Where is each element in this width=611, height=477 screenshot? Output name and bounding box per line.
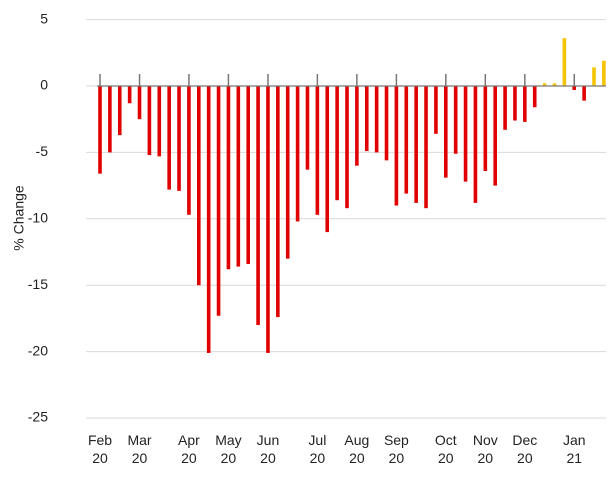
- bar: [236, 86, 241, 267]
- bar: [147, 86, 152, 156]
- y-tick-label: -10: [28, 210, 48, 226]
- x-tick-label: Sep 20: [384, 432, 409, 466]
- bar: [404, 86, 409, 194]
- bar: [206, 86, 211, 353]
- bar: [167, 86, 171, 190]
- bar: [285, 86, 290, 259]
- bar: [295, 86, 300, 222]
- bar: [315, 86, 320, 215]
- bar: [127, 86, 132, 104]
- bar: [453, 86, 458, 154]
- bar: [197, 86, 201, 286]
- bar: [513, 86, 517, 121]
- bar: [503, 86, 507, 130]
- bar: [137, 86, 142, 120]
- bar: [98, 86, 102, 174]
- y-axis-label: % Change: [11, 185, 27, 251]
- bar: [177, 86, 181, 191]
- x-tick-label: Mar 20: [127, 432, 151, 466]
- x-tick-label: Jul 20: [308, 432, 326, 466]
- x-tick-label: May 20: [215, 432, 241, 466]
- bar: [523, 86, 527, 122]
- bar: [542, 83, 547, 86]
- bar: [266, 86, 270, 353]
- bar: [602, 60, 606, 86]
- bar: [256, 86, 260, 326]
- bar: [552, 83, 557, 86]
- bar: [117, 86, 122, 136]
- y-tick-label: 0: [40, 77, 48, 93]
- bar: [562, 38, 567, 86]
- bar: [414, 86, 418, 203]
- bar: [187, 86, 191, 215]
- bar: [592, 67, 596, 86]
- bar: [226, 86, 231, 270]
- bar: [444, 86, 448, 178]
- x-tick-label: Aug 20: [344, 432, 369, 466]
- bar: [335, 86, 339, 201]
- x-tick-label: Jan 21: [563, 432, 586, 466]
- x-tick-label: Nov 20: [473, 432, 498, 466]
- x-tick-label: Feb 20: [88, 432, 112, 466]
- y-tick-label: 5: [40, 10, 48, 26]
- bar: [493, 86, 497, 186]
- bar: [532, 86, 537, 108]
- bar: [463, 86, 468, 182]
- y-tick-label: -5: [36, 143, 49, 159]
- bar: [424, 86, 428, 209]
- bar: [572, 86, 577, 90]
- y-tick-label: -25: [28, 409, 48, 425]
- bar: [394, 86, 399, 206]
- x-tick-label: Oct 20: [435, 432, 457, 466]
- bar: [473, 86, 478, 203]
- bar: [434, 86, 438, 134]
- bar: [364, 86, 369, 152]
- bar: [355, 86, 359, 166]
- bar: [345, 86, 349, 209]
- x-tick-label: Apr 20: [178, 432, 200, 466]
- x-tick-label: Dec 20: [512, 432, 537, 466]
- x-tick-label: Jun 20: [257, 432, 280, 466]
- bar: [108, 86, 112, 153]
- bar: [582, 86, 586, 101]
- y-tick-label: -15: [28, 276, 48, 292]
- bar: [216, 86, 221, 316]
- y-tick-label: -20: [28, 342, 48, 358]
- bar: [246, 86, 250, 264]
- bar: [384, 86, 389, 161]
- bar: [374, 86, 379, 153]
- bar: [157, 86, 162, 157]
- bar: [305, 86, 310, 170]
- bar: [325, 86, 330, 233]
- bar: [483, 86, 488, 171]
- bar: [276, 86, 280, 318]
